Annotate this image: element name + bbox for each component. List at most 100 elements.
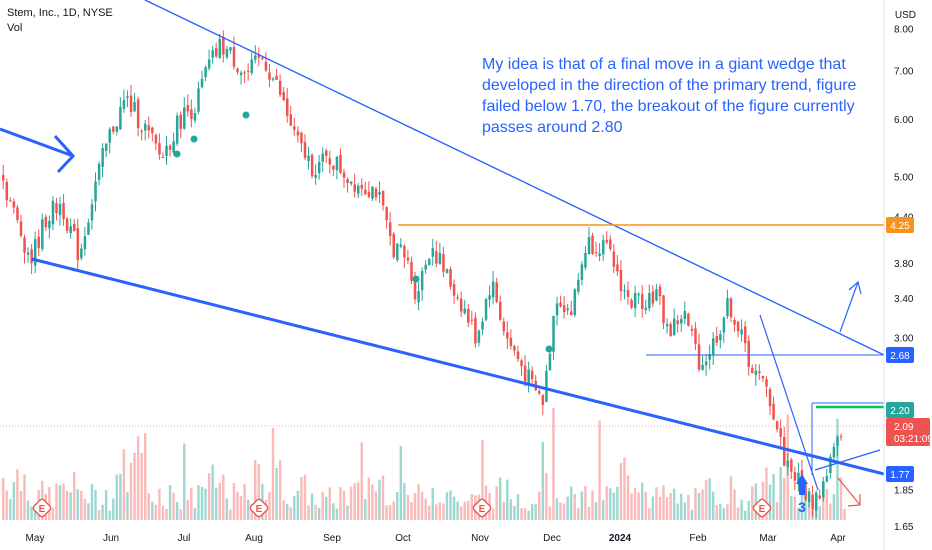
candle-body	[183, 107, 186, 129]
candle-body	[83, 236, 87, 249]
candle-body	[697, 344, 701, 370]
candle-body	[751, 368, 754, 374]
candle-body	[577, 280, 580, 292]
candle-body	[747, 340, 750, 368]
dividend-marker	[242, 111, 250, 119]
candle-body	[587, 237, 591, 254]
volume-bar	[424, 498, 427, 520]
candle-body	[271, 78, 275, 80]
candle-body	[743, 326, 747, 344]
volume-bar	[807, 498, 811, 520]
volume-bar	[804, 493, 807, 520]
volume-bar	[658, 496, 662, 520]
volume-bar	[122, 449, 126, 520]
volume-bar	[584, 486, 587, 520]
candle-body	[115, 126, 119, 132]
candle-body	[712, 338, 715, 355]
volume-bar	[435, 504, 438, 520]
candle-body	[438, 252, 442, 265]
candle-body	[119, 106, 122, 130]
volume-bar	[491, 508, 495, 520]
volume-bar	[410, 502, 413, 520]
volume-bar	[136, 436, 140, 520]
number-arrow-shaft	[799, 483, 805, 495]
volume-bar	[314, 504, 317, 520]
volume-bar	[179, 509, 182, 520]
volume-bar	[822, 496, 825, 520]
arrow-head	[53, 134, 76, 174]
volume-bar	[76, 489, 79, 520]
candle-body	[172, 141, 175, 153]
volume-bar	[83, 498, 87, 520]
candle-body	[108, 129, 111, 143]
candle-body	[406, 257, 410, 261]
candle-body	[16, 207, 19, 220]
candle-body	[672, 318, 676, 336]
candle-body	[161, 157, 165, 159]
candle-body	[502, 321, 506, 332]
volume-bar	[151, 501, 154, 520]
volume-bar	[144, 433, 147, 520]
volume-bar	[449, 490, 452, 520]
volume-bar	[73, 472, 76, 520]
volume-bar	[108, 510, 111, 520]
candle-body	[126, 96, 129, 98]
candle-body	[207, 59, 211, 69]
candle-body	[548, 353, 552, 371]
volume-bar	[570, 486, 573, 520]
candle-body	[168, 145, 172, 150]
candle-body	[552, 316, 555, 352]
candle-body	[822, 481, 825, 498]
candle-body	[516, 351, 520, 359]
candle-body	[112, 126, 115, 132]
candle-body	[601, 240, 605, 255]
volume-bar	[708, 478, 711, 520]
volume-bar	[523, 508, 527, 520]
candle-body	[630, 299, 633, 308]
volume-label: Vol	[7, 22, 23, 34]
volume-bar	[751, 486, 754, 520]
volume-bar	[16, 469, 19, 520]
volume-bar	[303, 474, 307, 520]
earnings-marker	[32, 498, 52, 518]
candle-body	[243, 72, 246, 74]
volume-bar	[353, 483, 356, 520]
candle-body	[644, 307, 648, 311]
volume-bar	[392, 501, 395, 520]
candle-body	[523, 365, 527, 382]
candle-body	[786, 460, 790, 468]
candle-body	[658, 286, 662, 297]
volume-bar	[428, 505, 431, 520]
volume-bar	[818, 506, 821, 520]
volume-bar	[183, 443, 186, 520]
candle-body	[154, 134, 158, 144]
volume-bar	[23, 474, 26, 520]
candle-body	[94, 181, 97, 202]
time-tick: Sep	[323, 533, 341, 544]
annotation-text[interactable]: My idea is that of a final move in a gia…	[482, 56, 857, 136]
candle-body	[793, 472, 797, 481]
volume-bar	[605, 486, 608, 520]
currency-label[interactable]: USD	[894, 10, 916, 21]
volume-bar	[800, 492, 804, 520]
candle-body	[825, 476, 829, 482]
volume-bar	[694, 488, 697, 520]
volume-bar	[158, 488, 161, 520]
candle-body	[513, 346, 516, 351]
candle-body	[790, 459, 793, 472]
volume-bar	[843, 508, 846, 520]
volume-bar	[58, 485, 62, 520]
volume-bar	[506, 479, 509, 520]
candle-body	[282, 92, 285, 101]
candle-body	[648, 293, 651, 309]
volume-bar	[733, 489, 736, 520]
volume-bar	[65, 490, 69, 520]
volume-bar	[26, 500, 30, 520]
candle-body	[506, 332, 509, 339]
volume-bar	[325, 496, 328, 520]
candle-body	[179, 114, 182, 129]
volume-bar	[246, 499, 250, 520]
candle-body	[729, 298, 733, 318]
candle-body	[58, 203, 62, 216]
